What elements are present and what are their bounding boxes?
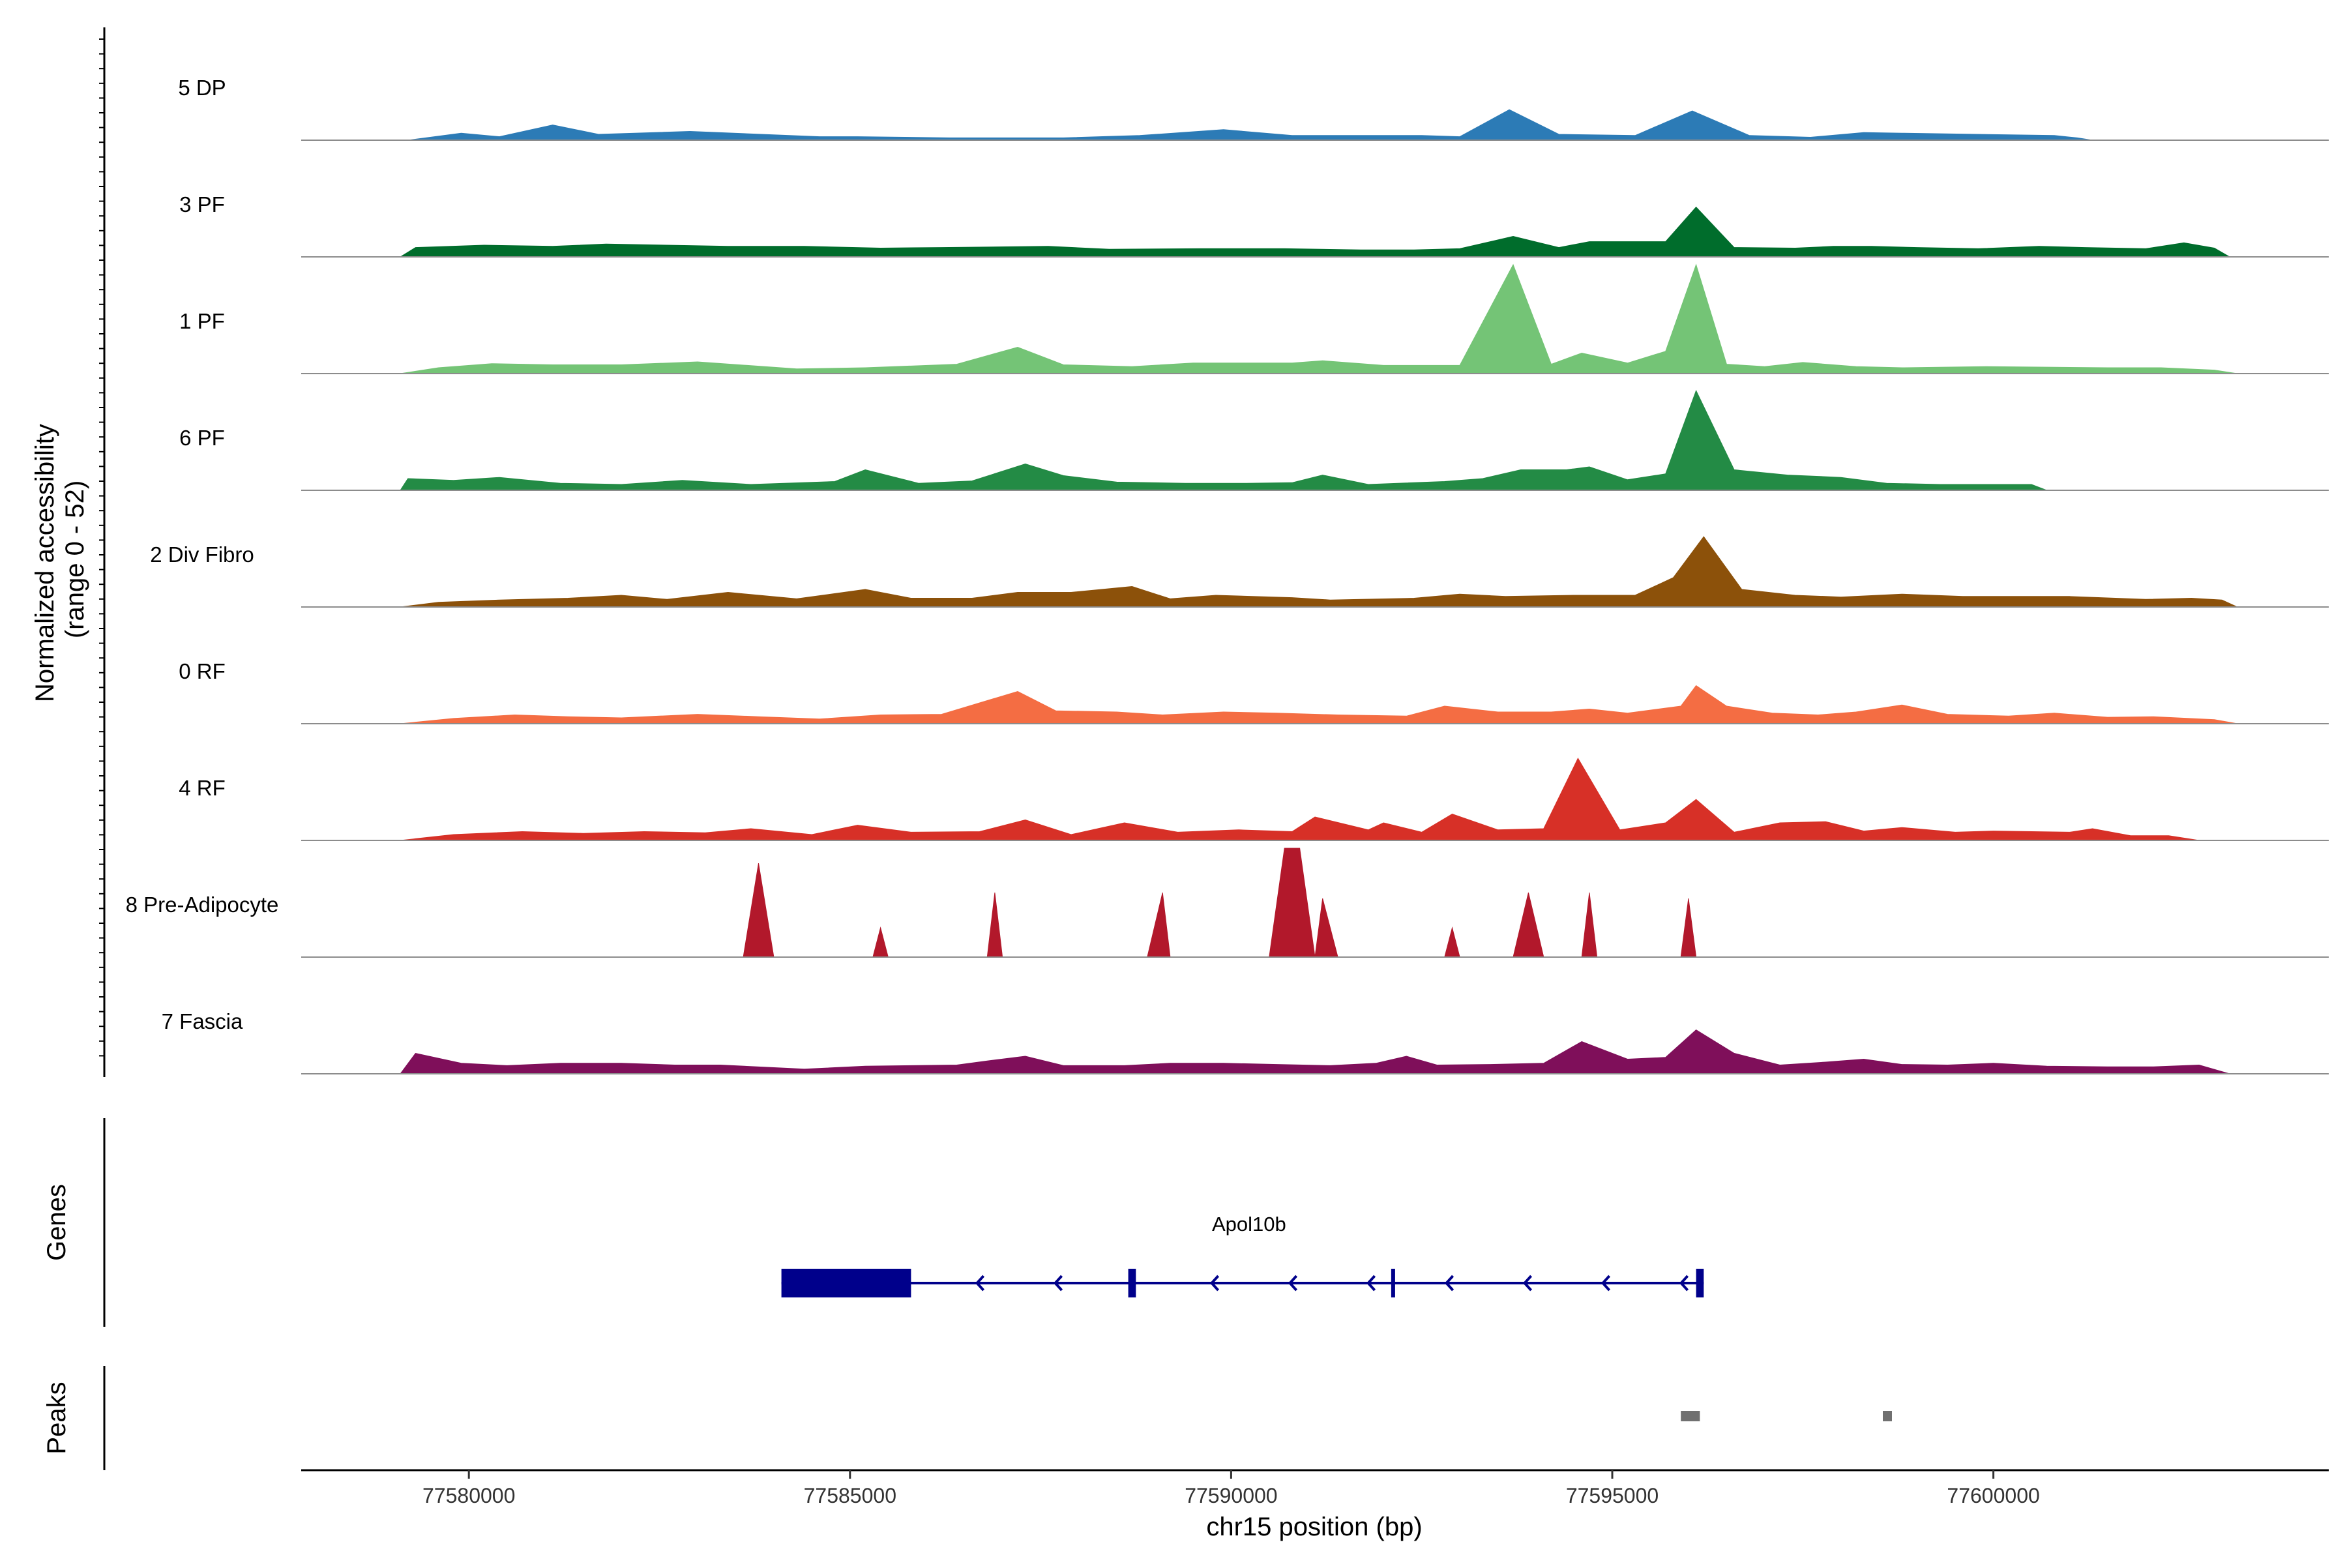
peak-marks xyxy=(1681,1411,1892,1421)
track-label: 8 Pre-Adipocyte xyxy=(126,893,279,917)
coverage-area xyxy=(407,109,2093,141)
gene-name-label: Apol10b xyxy=(1212,1213,1286,1235)
coverage-area xyxy=(400,536,2237,608)
strand-arrow xyxy=(1679,1275,1689,1292)
track-0-rf: 0 RF xyxy=(179,659,2329,724)
y-axis-title-line-1: Normalized accessibility xyxy=(31,424,59,702)
track-4-rf: 4 RF xyxy=(179,758,2329,841)
gene-exon xyxy=(1128,1269,1136,1297)
strand-arrow xyxy=(1366,1275,1376,1292)
track-label: 2 Div Fibro xyxy=(150,542,254,567)
track-3-pf: 3 PF xyxy=(179,192,2329,258)
track-label: 1 PF xyxy=(179,309,225,333)
coverage-area xyxy=(400,263,2237,374)
coverage-area xyxy=(743,848,1697,958)
peaks-panel: Peaks xyxy=(42,1366,1892,1470)
track-1-pf: 1 PF xyxy=(179,263,2329,374)
coverage-area xyxy=(400,1029,2230,1074)
track-8-pre-adipocyte: 8 Pre-Adipocyte xyxy=(126,848,2329,958)
strand-arrow xyxy=(1209,1275,1220,1292)
coverage-tracks: 5 DP 3 PF 1 PF 6 PF 2 Div Fibro 0 RF 4 RF 8 Pre… xyxy=(126,76,2329,1074)
track-5-dp: 5 DP xyxy=(178,76,2329,141)
x-tick-label: 77595000 xyxy=(1566,1484,1659,1507)
y-axis-title: Normalized accessibility (range 0 - 52) xyxy=(31,417,89,702)
track-2-div-fibro: 2 Div Fibro xyxy=(150,536,2329,608)
strand-arrow xyxy=(1601,1275,1611,1292)
peaks-panel-title: Peaks xyxy=(42,1382,71,1454)
coverage-y-axis xyxy=(99,27,106,1077)
peak-region xyxy=(1681,1411,1700,1421)
x-tick-label: 77600000 xyxy=(1947,1484,2039,1507)
strand-arrow xyxy=(1053,1275,1063,1292)
coverage-area xyxy=(399,206,2231,258)
y-axis-title-line-2: (range 0 - 52) xyxy=(61,481,89,638)
gene-exon xyxy=(1696,1269,1704,1297)
strand-arrow xyxy=(1444,1275,1454,1292)
genes-panel-title: Genes xyxy=(42,1184,71,1261)
track-label: 7 Fascia xyxy=(162,1009,243,1033)
x-axis-title: chr15 position (bp) xyxy=(1206,1513,1422,1541)
track-6-pf: 6 PF xyxy=(179,389,2329,491)
gene-exon xyxy=(781,1269,911,1297)
gene-apol10b: Apol10b xyxy=(781,1213,1704,1297)
coverage-area xyxy=(400,685,2237,724)
track-label: 0 RF xyxy=(179,659,226,683)
track-label: 5 DP xyxy=(178,76,226,100)
track-label: 6 PF xyxy=(179,426,225,450)
x-tick-label: 77580000 xyxy=(422,1484,515,1507)
peak-region xyxy=(1883,1411,1892,1421)
coverage-area xyxy=(400,389,2047,491)
strand-arrow xyxy=(1288,1275,1298,1292)
strand-arrow xyxy=(975,1275,985,1292)
gene-exon xyxy=(1391,1269,1395,1297)
coverage-area xyxy=(400,758,2200,841)
track-7-fascia: 7 Fascia xyxy=(162,1009,2329,1074)
x-axis: 77580000 77585000 77590000 77595000 77600000… xyxy=(301,1469,2329,1541)
genes-panel: Genes Apol10b xyxy=(42,1118,1704,1327)
track-label: 4 RF xyxy=(179,776,226,800)
x-ticks: 77580000 77585000 77590000 77595000 77600000 xyxy=(422,1470,2040,1507)
track-label: 3 PF xyxy=(179,192,225,216)
x-tick-label: 77590000 xyxy=(1185,1484,1277,1507)
gene-models: Apol10b xyxy=(781,1213,1704,1297)
strand-arrow xyxy=(1522,1275,1533,1292)
x-tick-label: 77585000 xyxy=(804,1484,896,1507)
